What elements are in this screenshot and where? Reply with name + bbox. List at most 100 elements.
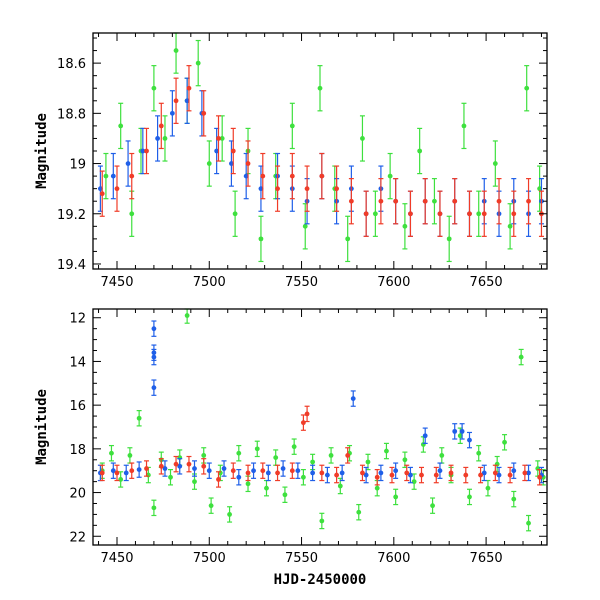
bottom-series-green	[99, 308, 546, 532]
bottom-y-tick-label: 22	[69, 530, 86, 545]
bottom-data-point	[289, 468, 295, 474]
top-data-point	[507, 223, 513, 229]
bottom-data-point	[485, 485, 491, 491]
top-data-point	[129, 173, 135, 179]
top-panel-marks	[97, 32, 544, 263]
top-x-tick-label: 7650	[470, 275, 503, 290]
top-data-point	[195, 60, 201, 66]
bottom-x-tick-label: 7650	[470, 551, 503, 566]
bottom-data-point	[173, 461, 179, 467]
top-data-point	[432, 198, 437, 204]
bottom-data-point	[221, 466, 227, 471]
bottom-data-point	[230, 468, 236, 474]
bottom-data-point	[404, 470, 410, 476]
bottom-data-point	[439, 453, 445, 458]
bottom-data-point	[151, 354, 157, 360]
bottom-data-point	[206, 468, 212, 474]
top-data-point	[275, 186, 280, 192]
top-data-point	[103, 173, 109, 179]
bottom-data-point	[328, 453, 334, 458]
bottom-data-point	[537, 474, 543, 480]
bottom-data-point	[245, 481, 251, 487]
top-data-point	[206, 161, 212, 166]
top-data-point	[317, 85, 323, 91]
bottom-data-point	[337, 483, 343, 489]
bottom-data-point	[310, 459, 316, 465]
top-y-tick-label: 18.6	[57, 57, 86, 72]
bottom-data-point	[129, 468, 135, 474]
bottom-data-point	[136, 467, 142, 473]
top-data-point	[232, 211, 238, 217]
bottom-data-point	[109, 450, 114, 456]
top-data-point	[258, 236, 264, 242]
top-data-point	[378, 198, 384, 204]
bottom-series-red	[99, 405, 543, 488]
bottom-data-point	[300, 474, 306, 480]
top-data-point	[461, 123, 467, 129]
bottom-data-point	[393, 494, 399, 500]
top-data-point	[526, 198, 531, 204]
top-data-point	[467, 211, 472, 217]
bottom-y-tick-label: 18	[69, 443, 86, 458]
bottom-data-point	[478, 472, 483, 478]
top-data-point	[201, 110, 207, 116]
top-data-point	[151, 85, 157, 91]
bottom-data-point	[345, 453, 351, 458]
bottom-data-point	[481, 470, 487, 476]
top-data-point	[402, 223, 408, 229]
bottom-data-point	[324, 472, 330, 478]
bottom-data-point	[467, 494, 472, 500]
bottom-data-point	[177, 463, 183, 469]
bottom-panel-ticks: 7450 7500 7550 7600 7650 12 14 16 18 20 22	[69, 309, 547, 566]
top-x-tick-label: 7550	[285, 275, 318, 290]
top-data-point	[140, 148, 146, 154]
bottom-data-point	[184, 313, 190, 318]
top-data-point	[492, 161, 498, 166]
top-data-point	[387, 173, 393, 179]
top-data-point	[334, 186, 340, 192]
bottom-data-point	[236, 474, 242, 480]
top-data-point	[476, 211, 482, 217]
bottom-data-point	[216, 477, 221, 482]
bottom-data-point	[295, 468, 301, 474]
bottom-data-point	[437, 468, 443, 474]
bottom-data-point	[476, 450, 482, 456]
bottom-data-point	[374, 485, 380, 491]
bottom-data-point	[374, 474, 380, 480]
bottom-data-point	[127, 453, 133, 458]
bottom-x-tick-label: 7550	[285, 551, 318, 566]
top-y-axis-label: Magnitude	[34, 113, 50, 189]
top-y-tick-label: 19.2	[57, 208, 86, 223]
top-y-tick-label: 18.8	[57, 107, 86, 122]
bottom-data-point	[522, 470, 528, 476]
x-axis-label: HJD-2450000	[274, 572, 367, 588]
top-data-point	[118, 123, 124, 129]
bottom-data-point	[457, 433, 463, 439]
bottom-data-point	[350, 396, 356, 401]
bottom-data-point	[136, 415, 142, 421]
top-data-point	[481, 211, 487, 217]
bottom-data-point	[422, 433, 428, 439]
top-data-point	[348, 198, 354, 204]
bottom-data-point	[518, 354, 524, 360]
bottom-data-point	[360, 470, 365, 476]
bottom-data-point	[192, 466, 197, 471]
bottom-data-point	[365, 459, 371, 465]
bottom-y-tick-label: 14	[69, 355, 86, 370]
bottom-data-point	[227, 512, 232, 517]
bottom-data-point	[254, 446, 260, 452]
bottom-data-point	[291, 444, 297, 450]
bottom-data-point	[99, 470, 105, 476]
top-data-point	[243, 173, 249, 179]
top-data-point	[417, 148, 423, 154]
top-data-point	[437, 211, 443, 217]
top-data-point	[360, 136, 365, 141]
bottom-data-point	[419, 472, 424, 478]
bottom-data-point	[245, 470, 251, 476]
top-panel-ticks: 7450 7500 7550 7600 7650 18.6 18.8 19 19.2 19.4	[57, 33, 547, 290]
top-data-point	[393, 198, 399, 204]
bottom-data-point	[430, 503, 435, 509]
bottom-x-tick-label: 7600	[377, 551, 410, 566]
bottom-data-point	[408, 472, 413, 478]
